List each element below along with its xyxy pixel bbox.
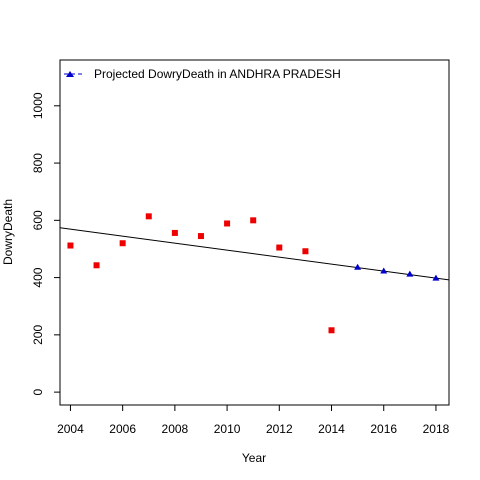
legend: Projected DowryDeath in ANDHRA PRADESH (64, 67, 341, 81)
data-point (171, 229, 178, 236)
legend-label: Projected DowryDeath in ANDHRA PRADESH (94, 67, 341, 81)
plot-frame (59, 59, 450, 406)
x-tick-label: 2006 (109, 422, 136, 436)
data-point (93, 262, 100, 269)
projected-point (406, 270, 414, 277)
y-axis-label: DowryDeath (1, 199, 15, 265)
data-point (328, 327, 335, 334)
data-point (145, 213, 152, 220)
x-tick-label: 2012 (266, 422, 293, 436)
y-tick-label: 400 (31, 267, 45, 287)
y-tick-label: 200 (31, 325, 45, 345)
data-point (302, 248, 309, 255)
x-tick-label: 2014 (318, 422, 345, 436)
x-tick-label: 2004 (57, 422, 84, 436)
trend-line (59, 227, 450, 281)
projected-point (432, 274, 440, 281)
data-point (276, 244, 283, 251)
projected-point (354, 263, 362, 270)
data-point (250, 217, 257, 224)
data-point (197, 233, 204, 240)
x-tick-label: 2008 (162, 422, 189, 436)
data-point (119, 240, 126, 247)
y-tick-label: 1000 (31, 92, 45, 119)
x-tick-label: 2010 (214, 422, 241, 436)
y-tick-label: 800 (31, 153, 45, 173)
data-point (224, 220, 231, 227)
legend-triangle-icon (66, 71, 74, 77)
x-tick-label: 2018 (423, 422, 450, 436)
y-tick-label: 0 (31, 388, 45, 395)
data-point (67, 242, 74, 249)
x-tick-label: 2016 (370, 422, 397, 436)
projected-point (380, 267, 388, 274)
x-axis-label: Year (242, 451, 266, 465)
y-tick-label: 600 (31, 210, 45, 230)
